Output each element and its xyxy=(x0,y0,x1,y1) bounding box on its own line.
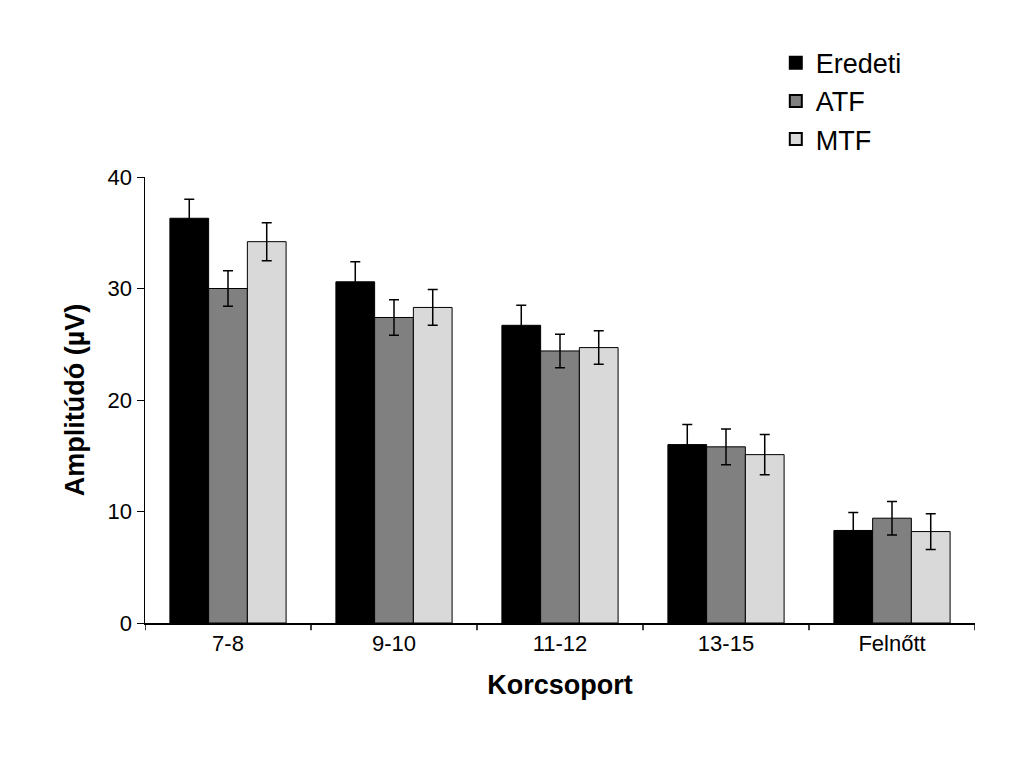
svg-text:13-15: 13-15 xyxy=(698,631,754,656)
svg-text:Felnőtt: Felnőtt xyxy=(858,631,925,656)
svg-text:10: 10 xyxy=(108,499,132,524)
svg-text:Amplitúdó (µV): Amplitúdó (µV) xyxy=(60,304,90,497)
svg-text:30: 30 xyxy=(108,276,132,301)
svg-text:Eredeti: Eredeti xyxy=(816,49,902,79)
svg-text:ATF: ATF xyxy=(816,87,865,117)
svg-text:MTF: MTF xyxy=(816,126,871,156)
svg-text:0: 0 xyxy=(120,611,132,636)
svg-text:40: 40 xyxy=(108,165,132,190)
svg-text:Korcsoport: Korcsoport xyxy=(487,670,633,700)
svg-text:7-8: 7-8 xyxy=(212,631,244,656)
svg-text:9-10: 9-10 xyxy=(372,631,416,656)
svg-text:11-12: 11-12 xyxy=(533,631,588,656)
svg-text:20: 20 xyxy=(108,388,132,413)
